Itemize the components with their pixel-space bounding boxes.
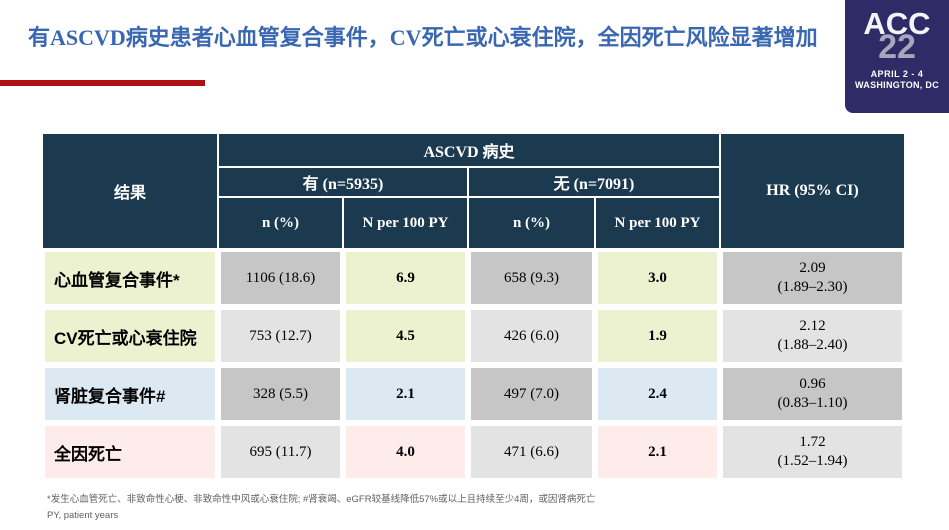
row-label: CV死亡或心衰住院 bbox=[42, 307, 218, 365]
rate-with-cell: 6.9 bbox=[343, 249, 468, 307]
logo-year-text: 22 bbox=[878, 28, 916, 66]
n-pct-without-cell: 471 (6.6) bbox=[468, 423, 595, 481]
hr-cell: 1.72 (1.52–1.94) bbox=[720, 423, 905, 481]
row-label: 肾脏复合事件# bbox=[42, 365, 218, 423]
table-row: 心血管复合事件* 1106 (18.6) 6.9 658 (9.3) 3.0 2… bbox=[42, 249, 905, 307]
column-header-nper100py-without: N per 100 PY bbox=[595, 197, 720, 249]
outcomes-table: 结果 ASCVD 病史 HR (95% CI) 有 (n=5935) 无 (n=… bbox=[42, 133, 905, 481]
hr-ci: (1.89–2.30) bbox=[777, 279, 848, 295]
hr-ci: (1.88–2.40) bbox=[777, 337, 848, 353]
rate-with-cell: 2.1 bbox=[343, 365, 468, 423]
rate-without-cell: 2.1 bbox=[595, 423, 720, 481]
n-pct-without-cell: 497 (7.0) bbox=[468, 365, 595, 423]
table-row: 全因死亡 695 (11.7) 4.0 471 (6.6) 2.1 1.72 (… bbox=[42, 423, 905, 481]
table-row: CV死亡或心衰住院 753 (12.7) 4.5 426 (6.0) 1.9 2… bbox=[42, 307, 905, 365]
n-pct-with-cell: 328 (5.5) bbox=[218, 365, 343, 423]
column-header-hr: HR (95% CI) bbox=[720, 133, 905, 249]
column-header-n-pct-with: n (%) bbox=[218, 197, 343, 249]
hr-value: 2.12 bbox=[799, 318, 826, 335]
acc22-logo: ACC 22 APRIL 2 - 4 WASHINGTON, DC bbox=[845, 0, 949, 113]
hr-cell: 0.96 (0.83–1.10) bbox=[720, 365, 905, 423]
hr-value: 2.09 bbox=[799, 260, 826, 277]
rate-without-cell: 2.4 bbox=[595, 365, 720, 423]
rate-with-cell: 4.5 bbox=[343, 307, 468, 365]
column-header-without-ascvd: 无 (n=7091) bbox=[468, 167, 720, 197]
footnote-definitions: *发生心血管死亡、非致命性心梗、非致命性中风或心衰住院; #肾衰竭、eGFR较基… bbox=[47, 494, 596, 505]
row-label: 全因死亡 bbox=[42, 423, 218, 481]
row-label: 心血管复合事件* bbox=[42, 249, 218, 307]
footnotes: *发生心血管死亡、非致命性心梗、非致命性中风或心衰住院; #肾衰竭、eGFR较基… bbox=[47, 492, 907, 524]
column-header-ascvd-history: ASCVD 病史 bbox=[218, 133, 720, 167]
column-header-nper100py-with: N per 100 PY bbox=[343, 197, 468, 249]
footnote-py-abbreviation: PY, patient years bbox=[47, 510, 119, 522]
n-pct-without-cell: 426 (6.0) bbox=[468, 307, 595, 365]
rate-without-cell: 1.9 bbox=[595, 307, 720, 365]
n-pct-without-cell: 658 (9.3) bbox=[468, 249, 595, 307]
hr-cell: 2.12 (1.88–2.40) bbox=[720, 307, 905, 365]
column-header-with-ascvd: 有 (n=5935) bbox=[218, 167, 468, 197]
table-row: 肾脏复合事件# 328 (5.5) 2.1 497 (7.0) 2.4 0.96… bbox=[42, 365, 905, 423]
column-header-n-pct-without: n (%) bbox=[468, 197, 595, 249]
hr-ci: (0.83–1.10) bbox=[777, 395, 848, 411]
hr-cell: 2.09 (1.89–2.30) bbox=[720, 249, 905, 307]
n-pct-with-cell: 695 (11.7) bbox=[218, 423, 343, 481]
hr-ci: (1.52–1.94) bbox=[777, 453, 848, 469]
logo-city-text: WASHINGTON, DC bbox=[854, 79, 940, 90]
column-header-result: 结果 bbox=[42, 133, 218, 249]
logo-acc-text: ACC bbox=[863, 6, 931, 41]
n-pct-with-cell: 753 (12.7) bbox=[218, 307, 343, 365]
n-pct-with-cell: 1106 (18.6) bbox=[218, 249, 343, 307]
hr-value: 1.72 bbox=[799, 434, 826, 451]
page-title: 有ASCVD病史患者心血管复合事件，CV死亡或心衰住院，全因死亡风险显著增加 bbox=[28, 25, 818, 50]
title-underline-bar bbox=[0, 80, 205, 86]
rate-without-cell: 3.0 bbox=[595, 249, 720, 307]
logo-date-text: APRIL 2 - 4 bbox=[870, 68, 924, 79]
rate-with-cell: 4.0 bbox=[343, 423, 468, 481]
hr-value: 0.96 bbox=[799, 376, 826, 393]
